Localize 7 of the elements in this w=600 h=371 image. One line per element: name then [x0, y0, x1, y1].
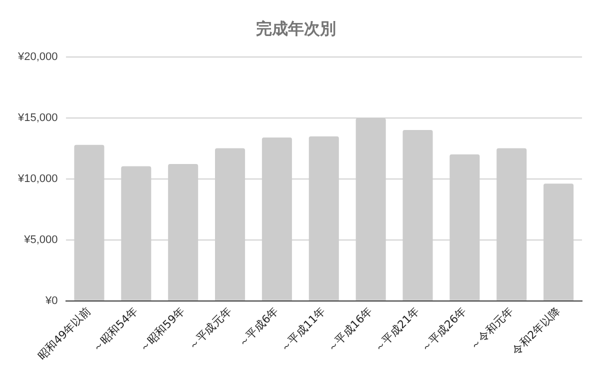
y-tick-label: ¥15,000	[16, 112, 58, 124]
y-tick-label: ¥20,000	[16, 51, 58, 64]
y-tick-label: ¥0	[44, 294, 58, 307]
y-tick-label: ¥10,000	[16, 173, 58, 186]
y-tick-label: ¥5,000	[23, 234, 58, 246]
chart-title: 完成年次別	[256, 18, 336, 38]
x-tick-label: ～平成元年	[186, 304, 234, 353]
